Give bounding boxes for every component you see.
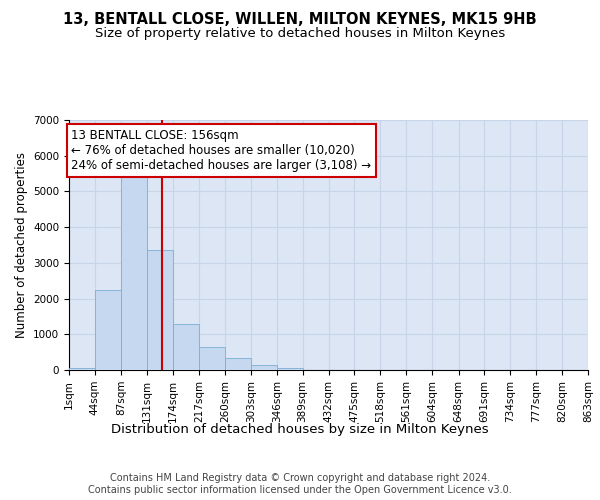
Bar	[95, 290, 121, 370]
Bar	[147, 250, 173, 370]
Bar	[225, 358, 251, 370]
Y-axis label: Number of detached properties: Number of detached properties	[14, 152, 28, 338]
Bar	[251, 366, 277, 370]
Bar	[173, 324, 199, 370]
Text: Size of property relative to detached houses in Milton Keynes: Size of property relative to detached ho…	[95, 28, 505, 40]
Bar	[277, 368, 302, 370]
Text: Distribution of detached houses by size in Milton Keynes: Distribution of detached houses by size …	[111, 422, 489, 436]
Text: 13 BENTALL CLOSE: 156sqm
← 76% of detached houses are smaller (10,020)
24% of se: 13 BENTALL CLOSE: 156sqm ← 76% of detach…	[71, 129, 371, 172]
Bar	[199, 347, 225, 370]
Bar	[121, 177, 147, 370]
Text: Contains HM Land Registry data © Crown copyright and database right 2024.
Contai: Contains HM Land Registry data © Crown c…	[88, 474, 512, 495]
Text: 13, BENTALL CLOSE, WILLEN, MILTON KEYNES, MK15 9HB: 13, BENTALL CLOSE, WILLEN, MILTON KEYNES…	[63, 12, 537, 28]
Bar	[69, 368, 95, 370]
